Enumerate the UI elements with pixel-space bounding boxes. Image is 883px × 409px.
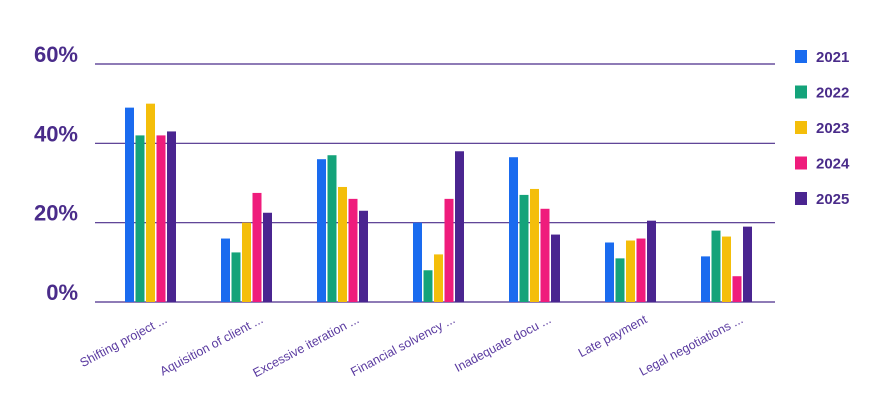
bar [252, 192, 262, 302]
y-axis: 0% 20% 40% 60% [34, 42, 78, 305]
x-tick-label: Shifting project ... [78, 312, 170, 370]
bar [551, 234, 560, 302]
bar [359, 210, 368, 302]
y-tick-label: 20% [34, 201, 78, 226]
y-tick-label: 60% [34, 42, 78, 67]
bar [135, 135, 145, 302]
y-tick-label: 0% [46, 280, 78, 305]
legend-swatch [795, 50, 807, 63]
bar [722, 236, 731, 302]
bar [221, 238, 230, 302]
legend-label: 2022 [816, 85, 849, 102]
legend-swatch [795, 121, 807, 134]
bar [711, 230, 721, 302]
legend-swatch [795, 156, 807, 170]
bar [701, 256, 710, 302]
bar [743, 226, 752, 302]
legend-label: 2023 [816, 120, 849, 137]
bar [509, 157, 518, 302]
bar [167, 131, 176, 302]
bar [647, 220, 656, 302]
x-tick-label: Legal negotiations ... [637, 312, 745, 379]
bar [242, 222, 251, 302]
bars [125, 103, 752, 303]
bar [636, 238, 646, 302]
bar [605, 242, 614, 302]
bar [434, 254, 443, 302]
y-tick-label: 40% [34, 121, 78, 146]
bar [626, 240, 635, 302]
bar [519, 194, 529, 302]
x-tick-label: Late payment [576, 312, 650, 360]
legend-label: 2025 [816, 191, 849, 208]
legend-swatch [795, 85, 807, 99]
bar [327, 155, 337, 302]
bar [338, 186, 347, 302]
x-tick-label: Inadequate docu ... [452, 312, 553, 375]
legend-swatch [795, 192, 807, 205]
bar [444, 198, 454, 302]
bar [732, 276, 742, 302]
bar [317, 159, 326, 302]
bar [615, 258, 625, 302]
x-tick-label: Excessive iteration ... [251, 312, 362, 380]
legend-label: 2024 [816, 156, 850, 173]
bar [156, 135, 166, 302]
bar [146, 103, 155, 303]
legend-label: 2021 [816, 49, 849, 66]
bar [530, 188, 539, 302]
bar [348, 198, 358, 302]
bar [423, 270, 433, 302]
x-axis: Shifting project ...Aquisition of client… [78, 312, 746, 380]
x-tick-label: Financial solvency ... [348, 312, 457, 379]
x-tick-label: Aquisition of client ... [158, 312, 266, 378]
bar [231, 252, 241, 302]
bar [413, 222, 422, 302]
bar [455, 151, 464, 302]
bar [125, 107, 134, 302]
bar [540, 208, 550, 302]
legend: 2021 2022 2023 2024 2025 [795, 49, 850, 208]
bar [263, 212, 272, 302]
